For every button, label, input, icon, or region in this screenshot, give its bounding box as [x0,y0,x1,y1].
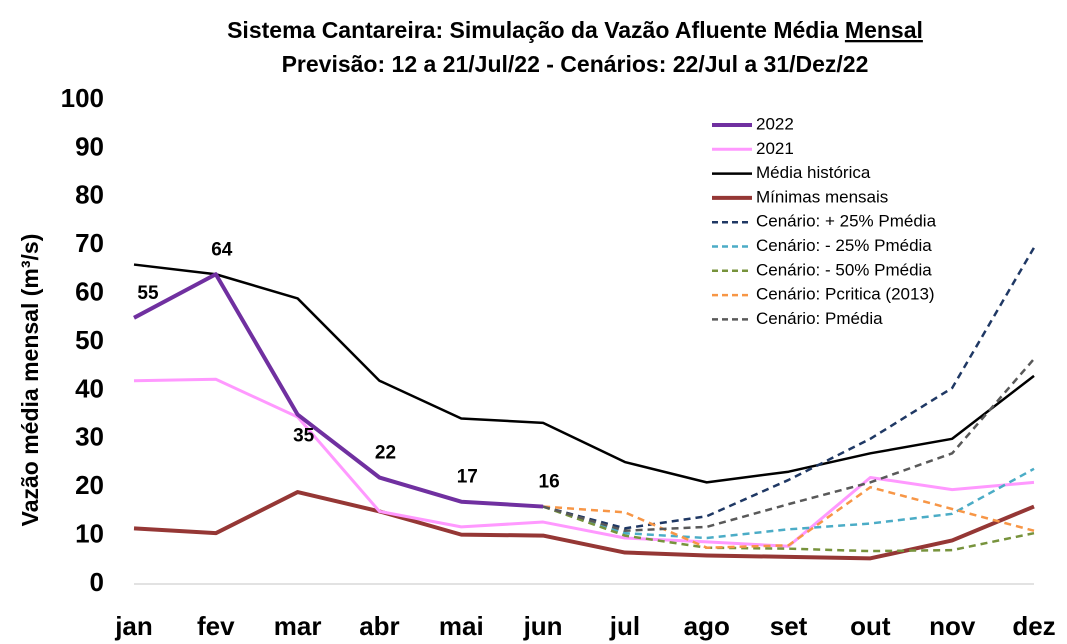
legend-label: Média histórica [756,163,871,182]
x-tick-label: jan [114,611,153,641]
data-label: 22 [375,443,396,464]
data-label: 16 [539,472,560,493]
x-tick-label: dez [1012,611,1055,641]
x-tick-label: mai [439,611,484,641]
y-tick-label: 0 [90,567,104,597]
chart-title: Sistema Cantareira: Simulação da Vazão A… [227,17,923,43]
y-tick-label: 50 [75,325,104,355]
x-tick-label: out [850,611,891,641]
y-tick-label: 60 [75,276,104,306]
data-label: 17 [457,467,478,488]
series-line [542,246,1036,530]
legend-label: Cenário: - 25% Pmédia [756,236,932,255]
x-tick-label: set [770,611,808,641]
x-tick-label: abr [359,611,399,641]
x-tick-label: nov [929,611,976,641]
y-tick-label: 70 [75,228,104,258]
title-emphasis: Mensal [845,17,923,43]
legend-label: Cenário: - 50% Pmédia [756,260,932,279]
y-tick-label: 100 [61,83,104,113]
series-line [542,505,1035,553]
series-line [543,485,1035,549]
legend-label: 2021 [756,139,794,158]
legend-label: Cenário: + 25% Pmédia [756,212,937,231]
y-tick-label: 30 [75,422,104,452]
series-line [133,490,1035,561]
series-line [542,358,1035,533]
series-line [133,377,1035,548]
x-tick-label: mar [274,611,322,641]
y-tick-label: 10 [75,518,104,548]
chart-subtitle: Previsão: 12 a 21/Jul/22 - Cenários: 22/… [282,51,869,77]
x-tick-label: ago [684,611,730,641]
series-line [542,467,1035,540]
series-line [133,263,1035,484]
y-tick-label: 40 [75,373,104,403]
legend-label: 2022 [756,114,794,133]
x-tick-label: jun [523,611,563,641]
data-label: 55 [137,283,159,304]
legend-label: Cenário: Pmédia [756,309,883,328]
y-axis-title: Vazão média mensal (m³/s) [17,234,43,527]
y-tick-label: 20 [75,470,104,500]
x-tick-label: jul [609,611,640,641]
y-tick-label: 80 [75,180,104,210]
data-label: 64 [211,239,233,260]
data-label: 35 [293,426,315,447]
x-tick-label: fev [197,611,235,641]
legend-label: Cenário: Pcritica (2013) [756,285,935,304]
series-line [133,272,544,509]
y-tick-label: 90 [75,131,104,161]
legend-label: Mínimas mensais [756,187,888,206]
title-text: Sistema Cantareira: Simulação da Vazão A… [227,17,839,43]
